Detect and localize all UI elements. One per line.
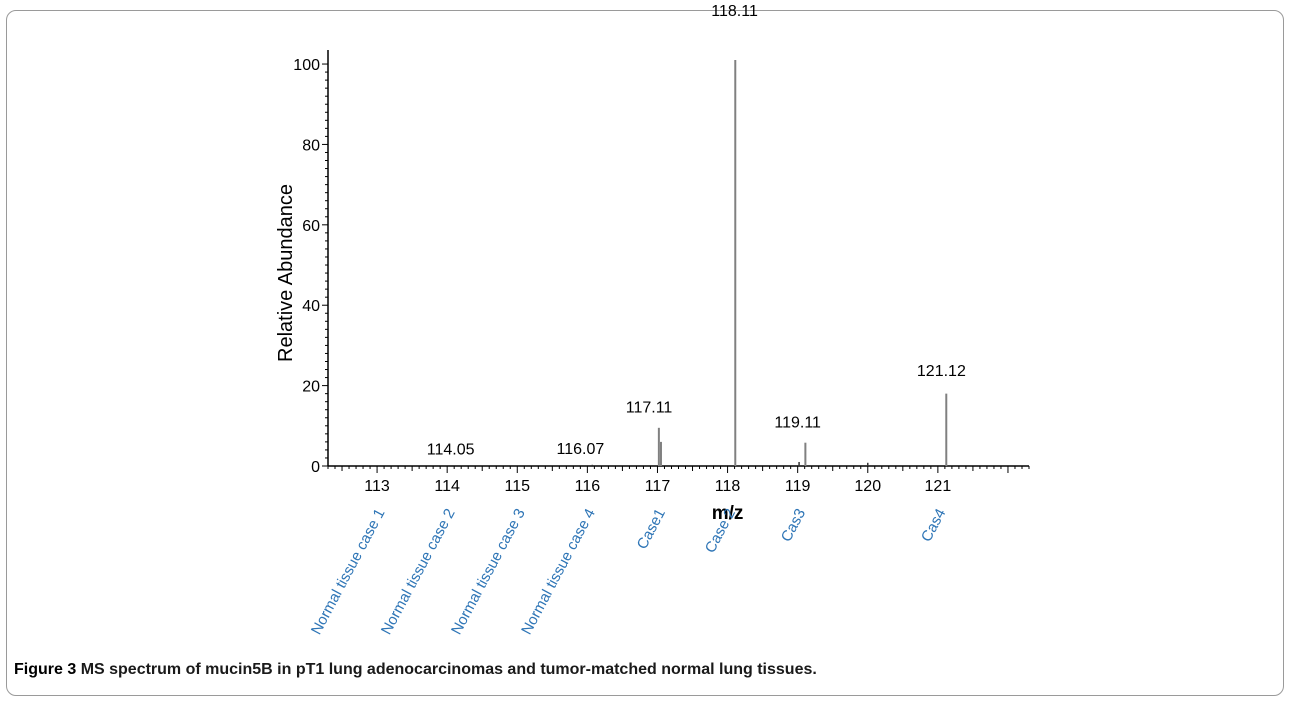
figure-label: Figure 3 [14, 661, 77, 678]
sample-label: Case1 [634, 506, 669, 552]
y-tick-label: 100 [293, 57, 320, 74]
y-tick-label: 60 [302, 218, 320, 235]
peak-label: 118.11 [711, 3, 758, 20]
peak-label: 114.05 [427, 442, 475, 459]
figure-frame [6, 10, 1284, 696]
labels: 114.05 116.07 117.11 118.11 119.11 121.12 Norm… [308, 3, 966, 638]
x-tick-label: 119 [785, 478, 811, 495]
ms-spectrum-chart: 0 20 40 60 80 100 113 114 115 116 117 118 119 120 121 m… [275, 3, 1030, 638]
x-tick-label: 116 [575, 478, 601, 495]
y-tick-label: 80 [302, 137, 320, 154]
peak-label: 119.11 [774, 414, 821, 431]
x-tick-label: 113 [364, 478, 390, 495]
peaks [449, 60, 948, 466]
y-tick-label: 40 [302, 298, 320, 315]
x-tick-label: 117 [645, 478, 671, 495]
x-tick-label: 114 [434, 478, 460, 495]
sample-label: Normal tissue case 2 [378, 506, 459, 638]
sample-label: Normal tissue case 3 [448, 506, 529, 638]
y-tick-label: 0 [311, 459, 320, 476]
peak-label: 117.11 [626, 400, 673, 417]
sample-label: Normal tissue case 4 [518, 506, 599, 638]
axes: 0 20 40 60 80 100 113 114 115 116 117 118 119 120 121 m… [275, 50, 1030, 524]
x-tick-label: 121 [925, 478, 952, 495]
sample-label: Cas4 [918, 506, 949, 545]
figure-caption: Figure 3 MS spectrum of mucin5B in pT1 l… [14, 661, 817, 679]
peak-label: 121.12 [917, 363, 966, 380]
sample-label: Case 2 [702, 506, 739, 556]
y-axis-title: Relative Abundance [275, 184, 297, 362]
x-axis-title: m/z [712, 503, 744, 524]
x-tick-label: 120 [854, 478, 881, 495]
sample-label: Cas3 [778, 506, 809, 545]
y-tick-label: 20 [302, 379, 320, 396]
x-tick-label: 115 [505, 478, 531, 495]
peak-label: 116.07 [556, 441, 604, 458]
sample-label: Normal tissue case 1 [308, 506, 389, 638]
x-tick-label: 118 [715, 478, 741, 495]
figure-caption-text: MS spectrum of mucin5B in pT1 lung adeno… [80, 661, 817, 678]
